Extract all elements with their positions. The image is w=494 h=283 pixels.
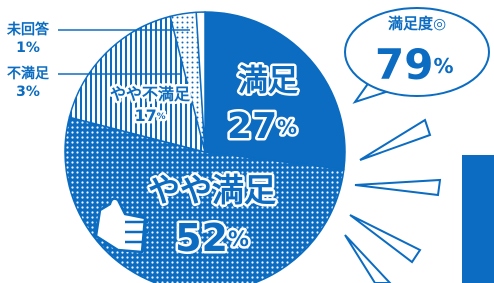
value-unit: %: [277, 116, 297, 139]
bubble-title: 満足度◎: [388, 15, 446, 33]
value-unit: %: [26, 40, 40, 56]
value-number: 1: [16, 40, 26, 56]
value-unit: %: [228, 227, 249, 251]
page: 満足度◎ 79% 満足27%やや満足52%やや不満足17%未回答1%不満足3% …: [0, 0, 494, 283]
slice-label: やや満足: [148, 171, 276, 209]
side-bar: [462, 155, 494, 283]
side-label: 不満足: [7, 65, 50, 82]
side-value: 3%: [16, 84, 40, 100]
side-label: 未回答: [7, 21, 50, 38]
chart: 満足度◎ 79% 満足 27% やや満足 52% やや不満足 17% 未回答 1% 不満足 3%: [0, 0, 494, 283]
speech-bubble: 満足度◎ 79%: [345, 8, 489, 102]
slice-label: 満足: [238, 64, 298, 99]
burst-lines: [345, 120, 440, 283]
bubble-number: 79: [375, 40, 433, 89]
value-unit: %: [26, 84, 40, 100]
value-number: 52: [175, 216, 228, 260]
bubble-unit: %: [433, 54, 453, 78]
value-number: 3: [16, 84, 26, 100]
value-number: 17: [134, 106, 156, 125]
value-unit: %: [157, 112, 166, 122]
value-number: 27: [227, 106, 277, 147]
side-value: 1%: [16, 40, 40, 56]
slice-label: やや不満足: [110, 85, 191, 104]
